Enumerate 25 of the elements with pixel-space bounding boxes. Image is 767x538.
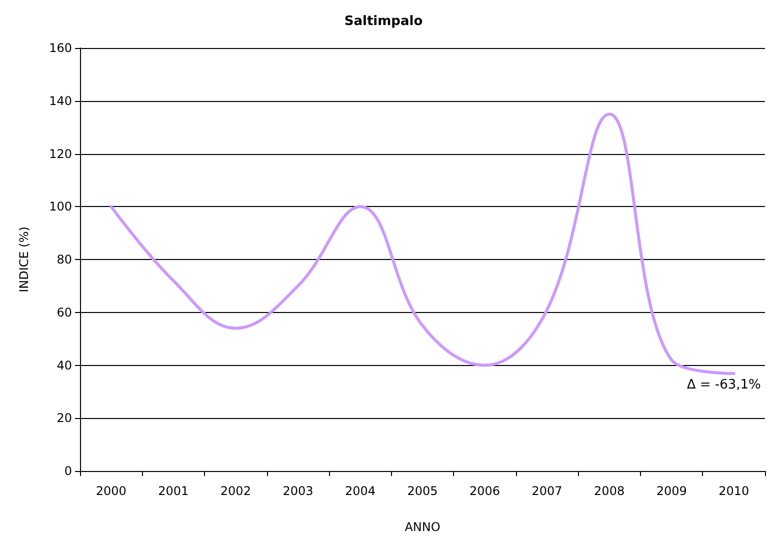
x-tick-label: 2003 [282,484,314,498]
x-tick-label: 2000 [96,484,126,498]
x-axis-title: ANNO [404,520,440,534]
x-tick-label: 2002 [220,484,251,498]
y-axis-title: INDICE (%) [17,226,31,292]
x-tick-label: 2006 [470,484,500,498]
x-tick-label: 2001 [158,484,189,498]
x-tick-label: 2010 [718,484,750,498]
chart-title: Saltimpalo [344,14,423,29]
x-tick-label: 2004 [344,484,376,498]
x-tick-label: 2007 [532,484,562,498]
x-tick-label: 2008 [594,484,625,498]
x-tick-label: 2005 [407,484,438,498]
y-tick-label: 0 [64,464,72,478]
y-tick-label: 60 [56,305,72,320]
line-series [110,112,736,375]
y-tick-label: 120 [49,146,72,161]
y-tick-label: 80 [56,252,72,266]
y-tick-label: 20 [56,411,72,426]
annotation: Δ = -63,1% [686,377,761,392]
y-tick-label: 40 [56,358,72,372]
y-tick-label: 140 [49,94,72,108]
y-tick-label: 160 [49,41,72,55]
y-tick-label: 100 [49,200,72,214]
x-tick-label: 2009 [656,484,687,498]
